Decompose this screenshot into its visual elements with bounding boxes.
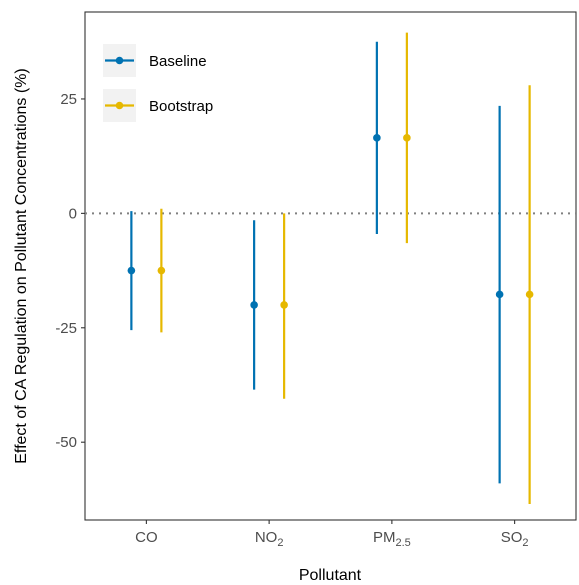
x-tick-label-base: NO bbox=[255, 529, 278, 546]
legend-key-point bbox=[115, 56, 124, 65]
point-baseline bbox=[127, 266, 136, 275]
point-bootstrap bbox=[403, 134, 411, 142]
panel-border bbox=[84, 11, 577, 521]
x-tick-label-subscript: 2 bbox=[277, 537, 283, 549]
legend-item-bootstrap: Bootstrap bbox=[103, 89, 213, 122]
x-tick-label-subscript: 2 bbox=[522, 537, 528, 549]
point-bootstrap bbox=[525, 290, 534, 299]
y-axis-title: Effect of CA Regulation on Pollutant Con… bbox=[13, 68, 30, 463]
x-axis: CO NO2 PM2.5 SO2 bbox=[135, 520, 529, 549]
x-tick-label-subscript: 2.5 bbox=[395, 537, 410, 549]
x-tick-label: PM2.5 bbox=[373, 529, 411, 549]
plot-marks bbox=[127, 32, 534, 504]
point-bootstrap bbox=[157, 266, 166, 275]
y-tick-label: 0 bbox=[69, 205, 77, 222]
x-tick-label: NO2 bbox=[255, 529, 284, 549]
legend-label: Baseline bbox=[149, 53, 207, 70]
y-tick-label: -25 bbox=[55, 320, 77, 337]
x-tick-label-base: CO bbox=[135, 529, 158, 546]
x-axis-title: Pollutant bbox=[299, 567, 362, 584]
x-tick-label: CO bbox=[135, 529, 158, 546]
point-baseline bbox=[250, 301, 258, 309]
legend-label: Bootstrap bbox=[149, 98, 213, 115]
point-bootstrap bbox=[280, 301, 288, 309]
y-tick-label: -50 bbox=[55, 434, 77, 451]
x-tick-label-base: PM bbox=[373, 529, 396, 546]
legend-key-point bbox=[115, 101, 124, 110]
point-baseline bbox=[373, 134, 381, 142]
y-tick-label: 25 bbox=[60, 91, 77, 108]
x-tick-label: SO2 bbox=[501, 529, 529, 549]
legend-item-baseline: Baseline bbox=[103, 44, 207, 77]
point-baseline bbox=[495, 290, 504, 299]
x-tick-label-base: SO bbox=[501, 529, 523, 546]
y-axis: 25 0 -25 -50 bbox=[55, 91, 85, 451]
legend: Baseline Bootstrap bbox=[103, 44, 213, 122]
